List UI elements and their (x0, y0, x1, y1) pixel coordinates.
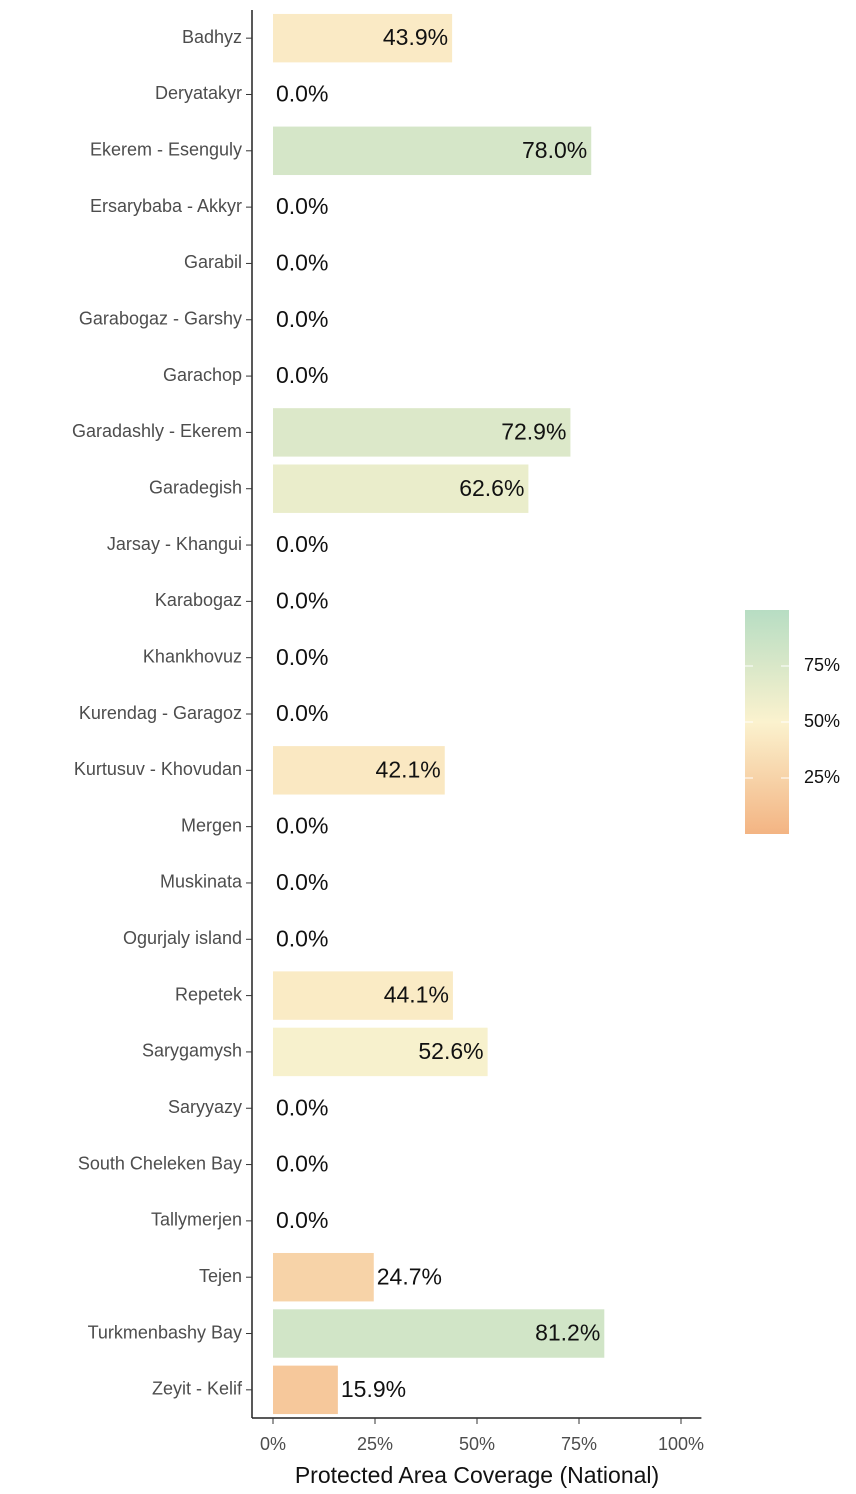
value-label: 0.0% (276, 250, 328, 276)
value-label: 0.0% (276, 925, 328, 951)
y-tick-label: Garadashly - Ekerem (72, 421, 242, 441)
value-label: 0.0% (276, 869, 328, 895)
value-label: 78.0% (522, 137, 587, 163)
y-tick-label: Garabogaz - Garshy (79, 309, 242, 329)
y-tick-label: Zeyit - Kelif (152, 1379, 243, 1399)
y-tick-label: Karabogaz (155, 590, 242, 610)
value-label: 0.0% (276, 813, 328, 839)
colorbar-label: 25% (804, 767, 840, 787)
colorbar-label: 50% (804, 711, 840, 731)
x-tick-label: 100% (658, 1434, 704, 1454)
y-tick-label: Tallymerjen (151, 1210, 242, 1230)
y-tick-label: Garadegish (149, 477, 242, 497)
value-label: 42.1% (376, 756, 441, 782)
y-tick-label: Kurendag - Garagoz (79, 703, 242, 723)
y-tick-label: South Cheleken Bay (78, 1153, 242, 1173)
value-label: 0.0% (276, 644, 328, 670)
value-label: 24.7% (377, 1263, 442, 1289)
y-tick-label: Deryatakyr (155, 83, 242, 103)
y-tick-label: Muskinata (160, 872, 243, 892)
bar (273, 126, 592, 176)
y-tick-label: Kurtusuv - Khovudan (74, 759, 242, 779)
value-label: 0.0% (276, 531, 328, 557)
value-label: 43.9% (383, 24, 448, 50)
colorbar-label: 75% (804, 655, 840, 675)
bar (273, 971, 453, 1020)
y-tick-label: Garachop (163, 365, 242, 385)
y-tick-label: Jarsay - Khangui (107, 534, 242, 554)
bar (273, 746, 445, 795)
value-label: 0.0% (276, 193, 328, 219)
bar (273, 1252, 374, 1302)
x-tick-label: 75% (561, 1434, 597, 1454)
y-tick-label: Ogurjaly island (123, 928, 242, 948)
y-tick-label: Mergen (181, 815, 242, 835)
y-tick-label: Saryyazy (168, 1097, 242, 1117)
value-label: 62.6% (459, 475, 524, 501)
value-label: 44.1% (384, 982, 449, 1008)
bar (273, 1309, 605, 1358)
value-label: 0.0% (276, 1094, 328, 1120)
value-label: 15.9% (341, 1376, 406, 1402)
x-tick-label: 0% (260, 1434, 286, 1454)
value-label: 72.9% (501, 418, 566, 444)
bar (273, 13, 453, 63)
value-label: 52.6% (418, 1038, 483, 1064)
value-label: 0.0% (276, 1151, 328, 1177)
bar (273, 1027, 488, 1077)
y-tick-label: Turkmenbashy Bay (88, 1322, 242, 1342)
y-tick-label: Tejen (199, 1266, 242, 1286)
y-tick-label: Badhyz (182, 27, 242, 47)
value-label: 0.0% (276, 362, 328, 388)
bar (273, 464, 529, 513)
y-tick-label: Ersarybaba - Akkyr (90, 196, 242, 216)
value-label: 0.0% (276, 81, 328, 107)
x-tick-label: 50% (459, 1434, 495, 1454)
value-label: 0.0% (276, 587, 328, 613)
value-label: 0.0% (276, 700, 328, 726)
value-label: 0.0% (276, 306, 328, 332)
bar (273, 408, 571, 457)
value-label: 0.0% (276, 1207, 328, 1233)
bar (273, 1365, 338, 1415)
y-tick-label: Khankhovuz (143, 646, 242, 666)
x-axis-title: Protected Area Coverage (National) (295, 1462, 659, 1488)
x-tick-label: 25% (357, 1434, 393, 1454)
y-tick-label: Ekerem - Esenguly (90, 140, 242, 160)
value-label: 81.2% (535, 1320, 600, 1346)
y-tick-label: Garabil (184, 252, 242, 272)
y-tick-label: Repetek (175, 984, 243, 1004)
y-tick-label: Sarygamysh (142, 1041, 242, 1061)
